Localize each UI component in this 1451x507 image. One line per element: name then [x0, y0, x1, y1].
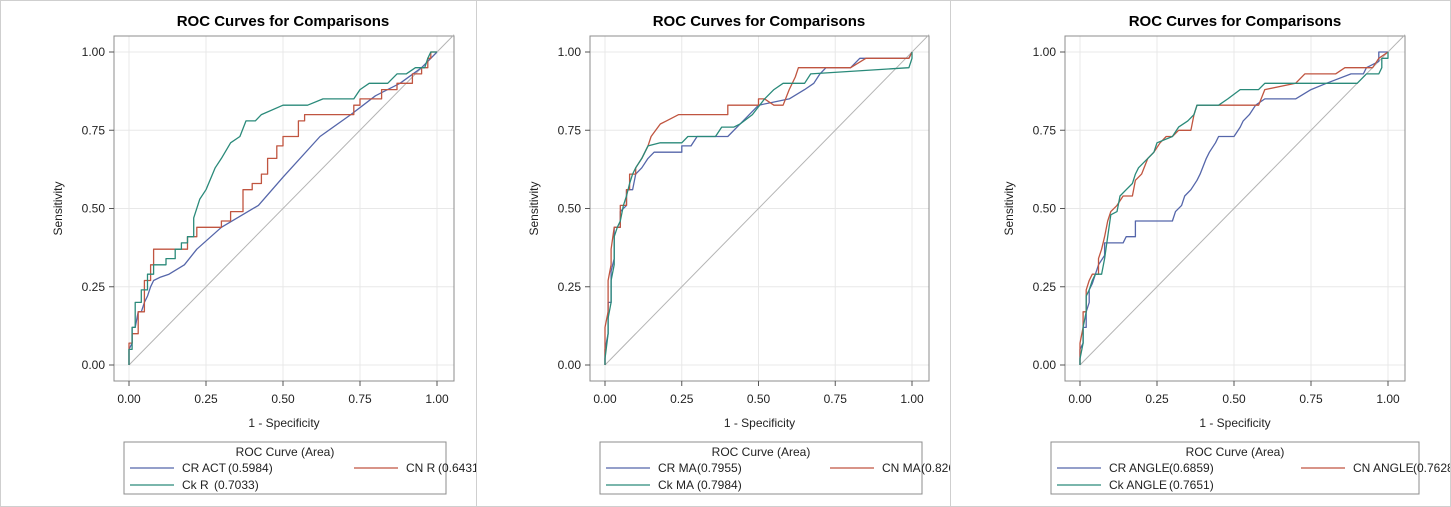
roc-panel-angle: ROC Curves for Comparisons 0.00 0.25 0.50 0.…: [951, 0, 1450, 507]
y-axis-label: Sensitivity: [51, 181, 65, 235]
legend-series-area: (0.6859): [1169, 461, 1214, 475]
x-tick-label: 0.25: [1145, 392, 1169, 406]
legend-series-name: Ck R: [182, 478, 209, 492]
x-tick-label: 0.00: [593, 392, 617, 406]
legend-series-name: Ck MA: [658, 478, 694, 492]
legend-series-area: (0.8268): [921, 461, 950, 475]
y-tick-label: 1.00: [82, 45, 106, 59]
x-tick-label: 0.50: [747, 392, 771, 406]
panel-divider: [950, 0, 951, 507]
x-tick-label: 1.00: [1376, 392, 1400, 406]
x-tick-label: 0.25: [670, 392, 694, 406]
y-tick-label: 0.75: [558, 123, 582, 137]
x-tick-label: 0.75: [348, 392, 372, 406]
x-tick-label: 0.75: [1299, 392, 1323, 406]
y-tick-label: 0.75: [1033, 123, 1057, 137]
x-tick-label: 0.25: [194, 392, 218, 406]
roc-series-line-cn-ma: [604, 51, 913, 365]
roc-series-line-cr-ma: [604, 51, 913, 365]
legend-series-name: Ck ANGLE: [1109, 478, 1167, 492]
chart-title: ROC Curves for Comparisons: [1129, 13, 1342, 30]
roc-chart-act: ROC Curves for Comparisons 0.00 0.25 0.50 0.…: [51, 13, 476, 495]
y-tick-label: 0.50: [558, 202, 582, 216]
x-tick-label: 0.75: [824, 392, 848, 406]
legend-series-name: CN ANGLE: [1353, 461, 1414, 475]
legend-series-area: (0.5984): [228, 461, 273, 475]
x-tick-label: 0.50: [1222, 392, 1246, 406]
chart-title: ROC Curves for Comparisons: [653, 13, 866, 30]
legend-series-area: (0.6431): [438, 461, 476, 475]
legend-series-area: (0.7033): [214, 478, 259, 492]
roc-series-line-ck-r: [128, 51, 437, 365]
y-tick-label: 0.75: [82, 123, 106, 137]
y-tick-label: 0.00: [558, 358, 582, 372]
legend-title: ROC Curve (Area): [236, 445, 335, 459]
y-tick-label: 1.00: [558, 45, 582, 59]
y-tick-label: 0.00: [82, 358, 106, 372]
y-axis-label: Sensitivity: [527, 181, 541, 235]
x-axis-label: 1 - Specificity: [724, 416, 795, 430]
diagonal-reference-line: [604, 34, 930, 366]
y-tick-label: 1.00: [1033, 45, 1057, 59]
diagonal-reference-line: [1079, 34, 1406, 366]
y-tick-label: 0.50: [82, 202, 106, 216]
roc-panel-act: ROC Curves for Comparisons 0.00 0.25 0.50 0.…: [0, 0, 476, 507]
legend-series-area: (0.7628): [1413, 461, 1450, 475]
roc-chart-angle: ROC Curves for Comparisons 0.00 0.25 0.50 0.…: [1002, 13, 1450, 495]
x-tick-label: 0.50: [271, 392, 295, 406]
y-tick-label: 0.50: [1033, 202, 1057, 216]
roc-series-line-ck-ma: [604, 52, 913, 365]
x-tick-label: 0.00: [1068, 392, 1092, 406]
legend-series-name: CR ANGLE: [1109, 461, 1170, 475]
x-tick-label: 1.00: [425, 392, 449, 406]
y-tick-label: 0.25: [1033, 280, 1057, 294]
legend-series-name: CR ACT: [182, 461, 227, 475]
diagonal-reference-line: [128, 34, 455, 366]
x-tick-label: 1.00: [900, 392, 924, 406]
y-tick-label: 0.25: [558, 280, 582, 294]
x-axis-label: 1 - Specificity: [248, 416, 319, 430]
panel-divider: [476, 0, 477, 507]
legend-box: [1050, 441, 1420, 495]
x-tick-label: 0.00: [117, 392, 141, 406]
roc-series-line-cn-r: [128, 51, 437, 365]
roc-series-line-ck-angle: [1079, 52, 1389, 365]
roc-chart-ma: ROC Curves for Comparisons 0.00 0.25 0.50 0.…: [527, 13, 950, 495]
legend-series-name: CN R: [406, 461, 436, 475]
roc-panel-ma: ROC Curves for Comparisons 0.00 0.25 0.50 0.…: [477, 0, 950, 507]
chart-title: ROC Curves for Comparisons: [177, 13, 390, 30]
y-axis-label: Sensitivity: [1002, 181, 1016, 235]
legend-series-area: (0.7984): [697, 478, 742, 492]
x-axis-label: 1 - Specificity: [1199, 416, 1270, 430]
y-tick-label: 0.00: [1033, 358, 1057, 372]
y-tick-label: 0.25: [82, 280, 106, 294]
legend-series-name: CN MA: [882, 461, 921, 475]
legend-series-name: CR MA: [658, 461, 697, 475]
legend-title: ROC Curve (Area): [1186, 445, 1285, 459]
legend-series-area: (0.7955): [697, 461, 742, 475]
legend-series-area: (0.7651): [1169, 478, 1214, 492]
legend-title: ROC Curve (Area): [712, 445, 811, 459]
